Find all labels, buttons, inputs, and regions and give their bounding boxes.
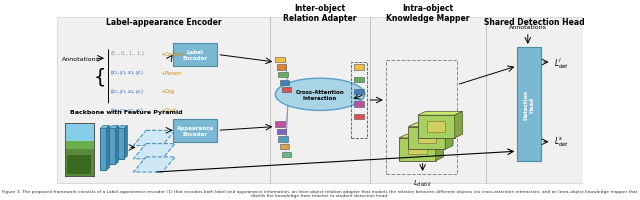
FancyBboxPatch shape [354, 77, 364, 83]
Polygon shape [109, 126, 118, 129]
Polygon shape [100, 126, 109, 129]
Polygon shape [399, 134, 444, 138]
Polygon shape [408, 123, 453, 127]
FancyBboxPatch shape [417, 133, 436, 143]
FancyBboxPatch shape [354, 114, 364, 119]
Polygon shape [118, 126, 127, 129]
Circle shape [275, 79, 365, 111]
Text: $+ Context$: $+ Context$ [159, 49, 185, 57]
FancyBboxPatch shape [278, 137, 288, 142]
FancyBboxPatch shape [282, 88, 291, 93]
Polygon shape [134, 131, 175, 146]
Polygon shape [124, 126, 127, 159]
FancyBboxPatch shape [427, 122, 445, 132]
FancyBboxPatch shape [354, 102, 364, 107]
FancyBboxPatch shape [65, 123, 94, 150]
FancyBboxPatch shape [370, 17, 486, 184]
Polygon shape [134, 157, 175, 172]
FancyBboxPatch shape [270, 17, 370, 184]
Text: $(x_1, y_1, x_2, y_2)$: $(x_1, y_1, x_2, y_2)$ [109, 105, 143, 114]
Text: Inter-object
Relation Adapter: Inter-object Relation Adapter [284, 4, 356, 23]
Polygon shape [115, 126, 118, 165]
Text: Intra-object
Knowledge Mapper: Intra-object Knowledge Mapper [386, 4, 470, 23]
Text: $L_{distill}$: $L_{distill}$ [413, 178, 432, 188]
Text: $(0., 0., 1., 1.)$: $(0., 0., 1., 1.)$ [109, 49, 145, 58]
FancyBboxPatch shape [275, 122, 285, 127]
FancyBboxPatch shape [278, 73, 288, 78]
Polygon shape [436, 134, 444, 161]
FancyBboxPatch shape [65, 123, 94, 176]
FancyBboxPatch shape [173, 119, 218, 142]
Text: Annotations: Annotations [62, 56, 100, 61]
Text: $+ Person$: $+ Person$ [159, 68, 182, 76]
Text: Label-appearance Encoder: Label-appearance Encoder [106, 18, 221, 27]
Polygon shape [418, 112, 463, 116]
FancyBboxPatch shape [354, 90, 364, 95]
FancyBboxPatch shape [277, 65, 286, 70]
Text: $L^l_{det}$: $L^l_{det}$ [554, 55, 570, 70]
FancyBboxPatch shape [280, 80, 289, 85]
FancyBboxPatch shape [408, 144, 426, 155]
Text: $(x_1, y_1, x_2, y_2)$: $(x_1, y_1, x_2, y_2)$ [109, 87, 143, 96]
Text: Figure 3. The proposed framework consists of a Label-appearance encoder (1) that: Figure 3. The proposed framework consist… [3, 189, 637, 197]
FancyBboxPatch shape [67, 156, 91, 174]
Text: Cross-Attention
Interaction: Cross-Attention Interaction [296, 89, 344, 100]
FancyBboxPatch shape [280, 144, 289, 150]
Polygon shape [445, 123, 453, 150]
FancyBboxPatch shape [399, 138, 436, 161]
FancyBboxPatch shape [418, 116, 454, 138]
Text: $+ Goat$: $+ Goat$ [159, 106, 177, 114]
FancyBboxPatch shape [118, 129, 124, 159]
Text: $(x_1, y_1, x_2, y_2)$: $(x_1, y_1, x_2, y_2)$ [109, 68, 143, 77]
Text: Detection
Head: Detection Head [524, 89, 534, 119]
FancyBboxPatch shape [354, 65, 364, 70]
FancyBboxPatch shape [517, 48, 541, 161]
Text: Shared Detection Head: Shared Detection Head [484, 18, 585, 27]
FancyBboxPatch shape [65, 123, 94, 142]
Text: $+ Dog$: $+ Dog$ [159, 87, 175, 96]
FancyBboxPatch shape [277, 129, 286, 134]
FancyBboxPatch shape [486, 17, 583, 184]
Text: {: { [93, 67, 106, 86]
FancyBboxPatch shape [57, 17, 270, 184]
Polygon shape [454, 112, 463, 138]
Text: Label
Encoder: Label Encoder [182, 50, 207, 61]
FancyBboxPatch shape [408, 127, 445, 150]
Text: $L^s_{det}$: $L^s_{det}$ [554, 135, 570, 149]
Polygon shape [134, 144, 175, 159]
Polygon shape [106, 126, 109, 170]
Text: Backbone with Feature Pyramid: Backbone with Feature Pyramid [70, 109, 182, 114]
Text: Annotations: Annotations [509, 24, 547, 29]
FancyBboxPatch shape [100, 129, 106, 170]
FancyBboxPatch shape [109, 129, 115, 165]
FancyBboxPatch shape [173, 44, 218, 67]
Text: Appearance
Encoder: Appearance Encoder [177, 125, 214, 136]
FancyBboxPatch shape [275, 57, 285, 63]
FancyBboxPatch shape [282, 152, 291, 157]
